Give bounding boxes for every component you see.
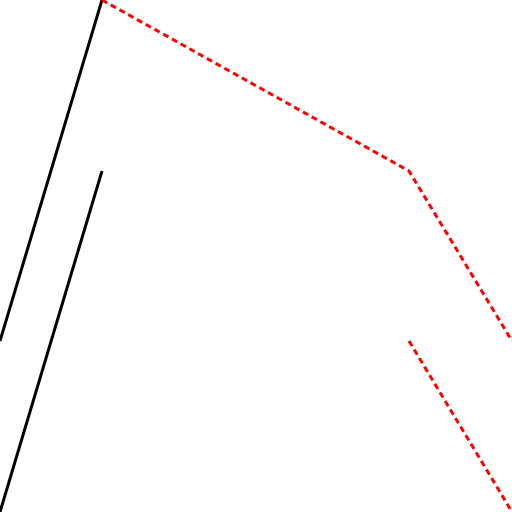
solid-line-lower [0,170,104,512]
dashed-line-lower [407,340,512,512]
dashed-polyline-upper [101,0,512,342]
solid-line-upper [0,0,104,342]
